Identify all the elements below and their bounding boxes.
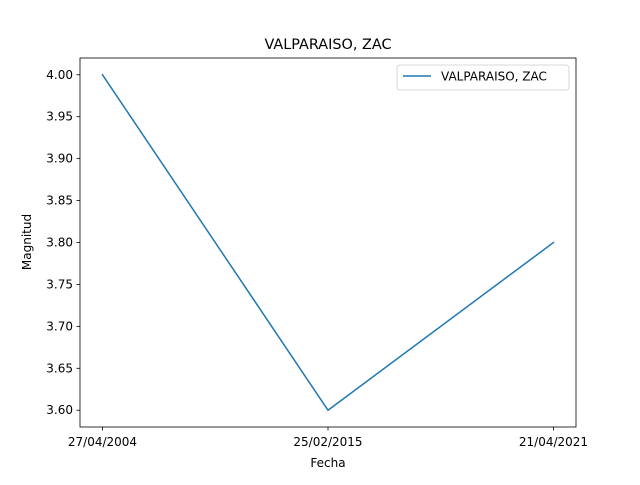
legend[interactable]: VALPARAISO, ZAC: [396, 64, 570, 91]
plot-frame: [79, 57, 577, 428]
x-tick-label-2: 21/04/2021: [519, 435, 588, 449]
y-tick-label-4: 3.80: [46, 236, 73, 250]
y-tick-label-6: 3.90: [46, 152, 73, 166]
series-line-0: [101, 73, 555, 411]
chart-marks: 3.60 3.65 3.70 3.75 3.80 3.85 3.90 3.95 4.00 27/0…: [46, 68, 588, 449]
x-tick-label-1: 25/02/2015: [293, 435, 362, 449]
y-tick-label-7: 3.95: [46, 110, 73, 124]
x-tick-label-0: 27/04/2004: [68, 435, 137, 449]
y-tick-label-5: 3.85: [46, 194, 73, 208]
y-axis-label: Magnitud: [20, 214, 34, 270]
y-tick-label-8: 4.00: [46, 68, 73, 82]
x-axis-label: Fecha: [310, 456, 345, 470]
y-tick-label-1: 3.65: [46, 361, 73, 375]
y-tick-label-2: 3.70: [46, 319, 73, 333]
legend-label-0: VALPARAISO, ZAC: [441, 70, 547, 84]
chart-title: VALPARAISO, ZAC: [265, 37, 392, 53]
legend-box: [396, 64, 570, 91]
y-tick-label-0: 3.60: [46, 403, 73, 417]
y-tick-label-3: 3.75: [46, 277, 73, 291]
